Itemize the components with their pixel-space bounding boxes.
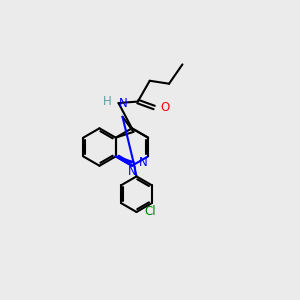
Text: N: N — [139, 156, 148, 169]
Text: Cl: Cl — [145, 205, 156, 218]
Text: N: N — [119, 97, 128, 110]
Text: H: H — [103, 95, 112, 108]
Text: O: O — [161, 101, 170, 114]
Text: N: N — [128, 165, 136, 178]
